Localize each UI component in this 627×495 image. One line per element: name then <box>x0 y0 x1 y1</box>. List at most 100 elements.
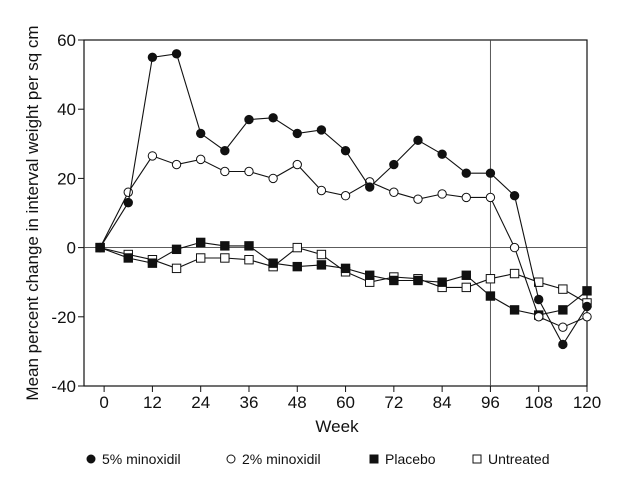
data-point-5pct-minoxidil <box>123 197 133 208</box>
data-point-placebo <box>220 241 230 251</box>
x-tick-label: 108 <box>525 393 553 412</box>
legend-label-5pct-minoxidil: 5% minoxidil <box>102 451 181 467</box>
data-point-5pct-minoxidil <box>316 125 327 135</box>
data-point-5pct-minoxidil <box>95 242 105 253</box>
x-tick-label: 0 <box>99 393 108 412</box>
axis-ticks: 0 12 24 36 48 60 72 84 96 108 120 60 40 20 0 -20 -40 <box>51 31 601 412</box>
data-point-untreated <box>461 282 471 293</box>
plot-area-border <box>83 39 588 387</box>
data-point-5pct-minoxidil <box>292 128 302 139</box>
data-series <box>95 49 592 350</box>
y-axis-title: Mean percent change in interval weight p… <box>23 25 42 400</box>
data-point-2pct-minoxidil <box>389 187 399 197</box>
data-point-5pct-minoxidil <box>485 168 496 178</box>
data-point-2pct-minoxidil <box>437 189 447 199</box>
y-tick-label: 0 <box>67 239 76 258</box>
data-point-2pct-minoxidil <box>244 166 254 177</box>
data-point-2pct-minoxidil <box>534 312 544 322</box>
data-point-placebo <box>509 305 520 315</box>
data-point-placebo <box>389 275 399 286</box>
data-point-placebo <box>292 261 302 272</box>
data-point-untreated <box>485 274 496 284</box>
y-tick-label: -40 <box>51 377 76 396</box>
reference-lines <box>84 40 587 386</box>
data-point-5pct-minoxidil <box>195 128 206 139</box>
y-tick-label: 60 <box>57 31 76 50</box>
data-point-untreated <box>220 253 230 263</box>
legend-marker-2pct-minoxidil <box>226 454 236 464</box>
legend-item-2pct-minoxidil: 2% minoxidil <box>226 451 321 467</box>
legend-label-2pct-minoxidil: 2% minoxidil <box>242 451 321 467</box>
data-point-untreated <box>292 242 302 253</box>
data-point-2pct-minoxidil <box>268 173 278 184</box>
data-point-5pct-minoxidil <box>340 146 351 156</box>
data-point-5pct-minoxidil <box>437 149 447 159</box>
legend-item-untreated: Untreated <box>472 451 549 467</box>
x-axis-title: Week <box>315 417 359 436</box>
data-point-5pct-minoxidil <box>171 49 182 59</box>
y-tick-label: 40 <box>57 100 76 119</box>
data-point-untreated <box>316 249 327 260</box>
data-point-2pct-minoxidil <box>485 192 496 203</box>
data-point-5pct-minoxidil <box>582 301 592 312</box>
data-point-placebo <box>195 237 206 248</box>
data-point-placebo <box>171 244 182 255</box>
x-tick-label: 12 <box>143 393 162 412</box>
data-point-placebo <box>316 260 327 270</box>
data-point-2pct-minoxidil <box>316 185 327 196</box>
data-point-2pct-minoxidil <box>509 242 520 253</box>
data-point-untreated <box>171 263 182 274</box>
y-tick-label: -20 <box>51 308 76 327</box>
data-point-2pct-minoxidil <box>582 312 592 322</box>
data-point-2pct-minoxidil <box>558 322 568 332</box>
data-point-placebo <box>340 263 351 274</box>
data-point-5pct-minoxidil <box>509 191 520 201</box>
plot-frame <box>83 39 588 387</box>
legend-marker-placebo <box>369 454 379 464</box>
data-point-placebo <box>365 270 375 280</box>
series-2pct-minoxidil <box>95 151 592 332</box>
data-point-2pct-minoxidil <box>340 191 351 201</box>
x-tick-label: 60 <box>336 393 355 412</box>
data-point-placebo <box>147 258 158 268</box>
data-point-5pct-minoxidil <box>365 182 375 192</box>
data-point-placebo <box>485 291 496 301</box>
data-point-5pct-minoxidil <box>413 135 423 146</box>
data-point-untreated <box>195 253 206 263</box>
data-point-5pct-minoxidil <box>534 294 544 305</box>
legend-marker-untreated <box>472 454 482 464</box>
data-point-2pct-minoxidil <box>171 159 182 170</box>
data-point-placebo <box>437 277 447 287</box>
series-line-2pct-minoxidil <box>99 155 588 328</box>
data-point-untreated <box>558 284 568 294</box>
x-tick-label: 96 <box>481 393 500 412</box>
legend-item-placebo: Placebo <box>369 451 436 467</box>
data-point-2pct-minoxidil <box>413 194 423 204</box>
data-point-untreated <box>509 268 520 279</box>
data-point-5pct-minoxidil <box>389 159 399 170</box>
legend-label-untreated: Untreated <box>488 451 549 467</box>
data-point-2pct-minoxidil <box>461 192 471 203</box>
data-point-placebo <box>268 258 278 268</box>
legend-item-5pct-minoxidil: 5% minoxidil <box>86 451 181 467</box>
data-point-placebo <box>123 253 133 263</box>
legend-marker-5pct-minoxidil <box>86 454 96 464</box>
legend: 5% minoxidil 2% minoxidil Placebo Untreated <box>86 451 549 467</box>
x-tick-label: 24 <box>191 393 210 412</box>
data-point-untreated <box>244 255 254 265</box>
data-point-2pct-minoxidil <box>147 151 158 161</box>
data-point-5pct-minoxidil <box>558 339 568 350</box>
series-5pct-minoxidil <box>95 49 592 350</box>
data-point-5pct-minoxidil <box>268 113 278 123</box>
data-point-5pct-minoxidil <box>147 52 158 62</box>
x-tick-label: 36 <box>240 393 259 412</box>
data-point-5pct-minoxidil <box>244 114 254 125</box>
data-point-placebo <box>244 241 254 251</box>
x-tick-label: 48 <box>288 393 307 412</box>
data-point-2pct-minoxidil <box>292 159 302 170</box>
data-point-placebo <box>413 275 423 286</box>
legend-label-placebo: Placebo <box>385 451 436 467</box>
x-tick-label: 72 <box>384 393 403 412</box>
data-point-placebo <box>558 305 568 315</box>
